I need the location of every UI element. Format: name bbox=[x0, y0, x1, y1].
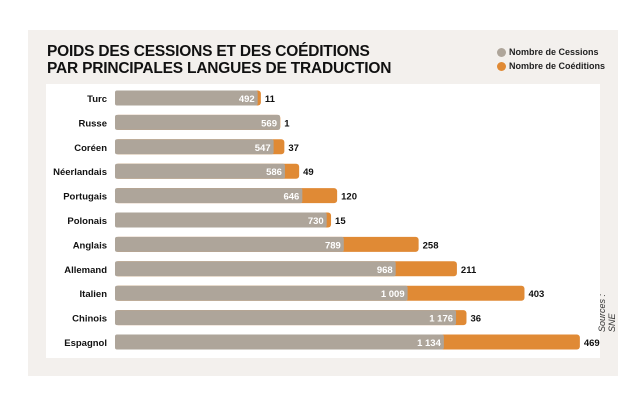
legend-coeditions: Nombre de Coéditions bbox=[497, 61, 605, 71]
value-label-cessions: 586 bbox=[266, 167, 282, 178]
legend-cessions: Nombre de Cessions bbox=[497, 47, 599, 57]
value-label-cessions: 547 bbox=[255, 143, 271, 154]
value-label-cessions: 1 176 bbox=[429, 314, 453, 325]
bar-cessions bbox=[115, 163, 285, 179]
value-label-coeditions: 403 bbox=[528, 289, 544, 300]
legend-swatch-cessions bbox=[497, 47, 506, 57]
value-label-coeditions: 120 bbox=[341, 192, 357, 203]
value-label-coeditions: 49 bbox=[303, 167, 314, 178]
bar-cessions bbox=[115, 310, 457, 326]
value-label-cessions: 789 bbox=[325, 240, 341, 251]
category-label: Chinois bbox=[72, 314, 107, 325]
value-label-cessions: 968 bbox=[377, 265, 393, 276]
category-label: Espagnol bbox=[64, 338, 107, 349]
value-label-cessions: 569 bbox=[261, 118, 277, 129]
bar-cessions bbox=[115, 212, 327, 228]
category-label: Turc bbox=[87, 94, 107, 105]
category-label: Polonais bbox=[67, 216, 107, 227]
value-label-cessions: 730 bbox=[308, 216, 324, 227]
value-label-coeditions: 1 bbox=[284, 118, 290, 129]
category-label: Italien bbox=[80, 289, 108, 300]
value-label-cessions: 1 009 bbox=[381, 289, 405, 300]
bar-cessions bbox=[115, 114, 281, 130]
value-label-coeditions: 15 bbox=[335, 216, 346, 227]
title-line-2: PAR PRINCIPALES LANGUES DE TRADUCTION bbox=[47, 60, 392, 77]
value-label-cessions: 492 bbox=[239, 94, 255, 105]
category-label: Coréen bbox=[74, 143, 107, 154]
value-label-coeditions: 36 bbox=[470, 314, 481, 325]
value-label-coeditions: 37 bbox=[288, 143, 299, 154]
chart-title: POIDS DES CESSIONS ET DES COÉDITIONS PAR… bbox=[47, 43, 391, 77]
category-label: Néerlandais bbox=[53, 167, 107, 178]
value-label-coeditions: 469 bbox=[584, 338, 600, 349]
category-label: Russe bbox=[78, 118, 107, 129]
bar-cessions bbox=[115, 261, 396, 277]
legend-label: Nombre de Coéditions bbox=[509, 61, 606, 71]
bar-cessions bbox=[115, 236, 344, 252]
title-line-1: POIDS DES CESSIONS ET DES COÉDITIONS bbox=[47, 43, 370, 60]
category-label: Allemand bbox=[64, 265, 107, 276]
value-label-cessions: 646 bbox=[283, 192, 299, 203]
bar-cessions bbox=[115, 285, 408, 301]
bar-cessions bbox=[115, 334, 444, 350]
value-label-cessions: 1 134 bbox=[417, 338, 441, 349]
legend-label: Nombre de Cessions bbox=[509, 47, 599, 57]
value-label-coeditions: 258 bbox=[423, 240, 439, 251]
value-label-coeditions: 11 bbox=[265, 94, 276, 105]
category-label: Portugais bbox=[63, 192, 107, 203]
legend-swatch-coeditions bbox=[497, 61, 506, 71]
bar-cessions bbox=[115, 188, 303, 204]
bar-cessions bbox=[115, 90, 258, 106]
bar-cessions bbox=[115, 139, 274, 155]
category-label: Anglais bbox=[73, 240, 107, 251]
value-label-coeditions: 211 bbox=[461, 265, 477, 276]
